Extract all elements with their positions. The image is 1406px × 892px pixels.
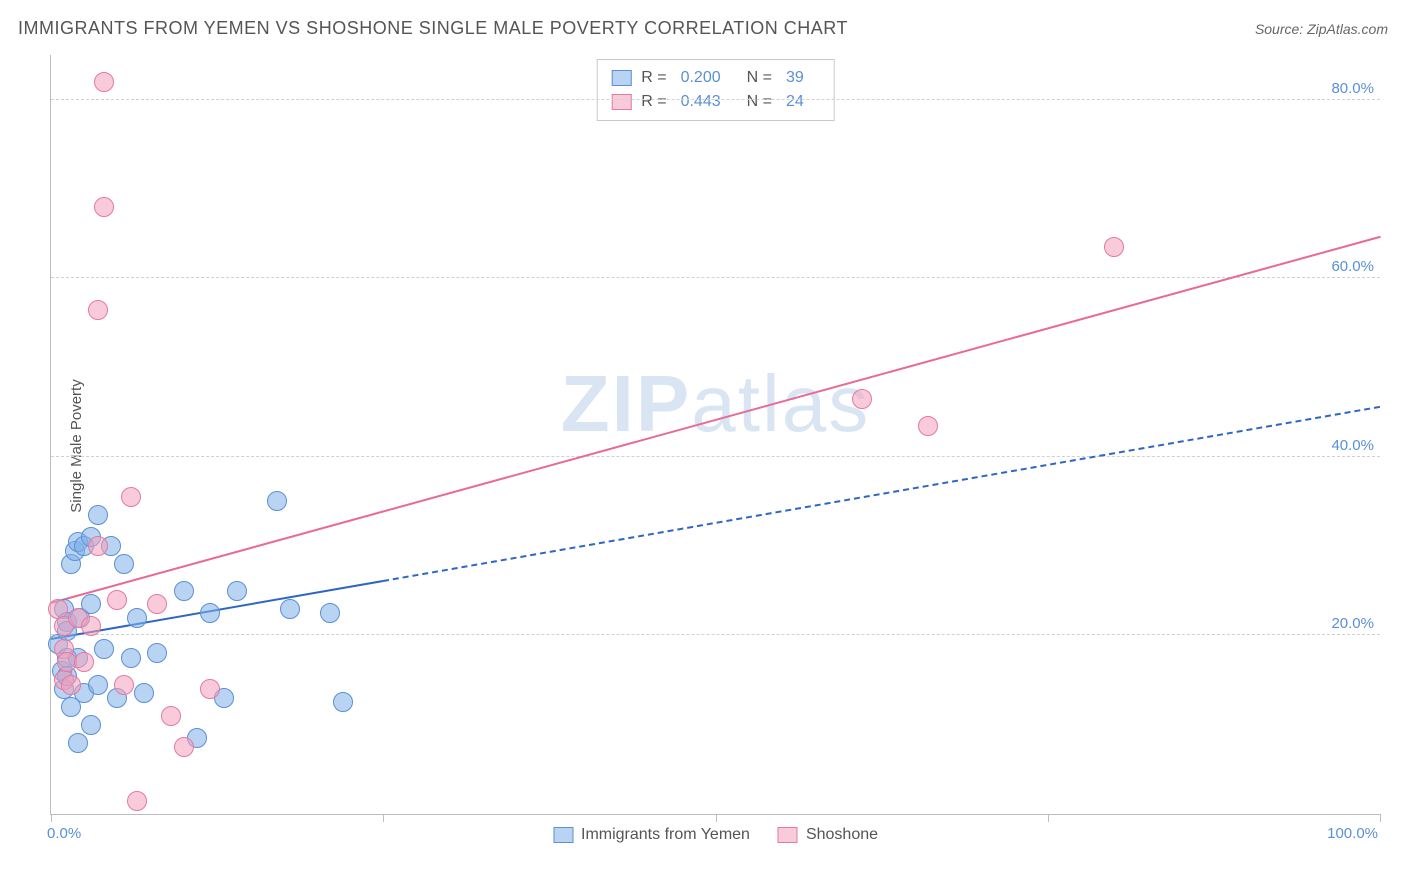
legend-label: Immigrants from Yemen (581, 826, 750, 844)
trend-line (383, 406, 1380, 582)
title-bar: IMMIGRANTS FROM YEMEN VS SHOSHONE SINGLE… (18, 18, 1388, 39)
data-point (94, 72, 114, 92)
gridline: 20.0% (51, 634, 1380, 635)
data-point (852, 389, 872, 409)
data-point (200, 679, 220, 699)
data-point (147, 643, 167, 663)
y-tick-label: 20.0% (1331, 615, 1374, 632)
legend-label: Shoshone (806, 826, 878, 844)
data-point (174, 581, 194, 601)
data-point (280, 599, 300, 619)
legend-stats-row: R =0.200 N =39 (611, 66, 820, 90)
data-point (174, 737, 194, 757)
r-value: 0.443 (681, 90, 721, 114)
data-point (61, 675, 81, 695)
data-point (147, 594, 167, 614)
data-point (107, 590, 127, 610)
data-point (74, 652, 94, 672)
legend-stats: R =0.200 N =39 R =0.443 N =24 (596, 59, 835, 121)
swatch-icon (611, 94, 631, 110)
data-point (88, 505, 108, 525)
data-point (114, 675, 134, 695)
n-value: 24 (786, 90, 804, 114)
n-value: 39 (786, 66, 804, 90)
swatch-icon (778, 827, 798, 843)
y-tick-label: 40.0% (1331, 437, 1374, 454)
data-point (134, 683, 154, 703)
data-point (127, 791, 147, 811)
data-point (81, 715, 101, 735)
legend-item: Shoshone (778, 826, 878, 844)
data-point (918, 416, 938, 436)
legend-series: Immigrants from Yemen Shoshone (553, 826, 878, 844)
y-tick-label: 60.0% (1331, 258, 1374, 275)
watermark: ZIPatlas (561, 358, 870, 450)
x-axis-start-label: 0.0% (47, 825, 81, 842)
watermark-bold: ZIP (561, 359, 691, 448)
data-point (1104, 237, 1124, 257)
gridline: 80.0% (51, 99, 1380, 100)
x-axis-end-label: 100.0% (1327, 825, 1378, 842)
x-tick (1380, 814, 1381, 822)
data-point (81, 616, 101, 636)
data-point (200, 603, 220, 623)
data-point (161, 706, 181, 726)
y-tick-label: 80.0% (1331, 80, 1374, 97)
data-point (114, 554, 134, 574)
legend-stats-row: R =0.443 N =24 (611, 90, 820, 114)
data-point (227, 581, 247, 601)
watermark-light: atlas (691, 359, 870, 448)
data-point (68, 733, 88, 753)
x-tick (51, 814, 52, 822)
x-tick (716, 814, 717, 822)
data-point (88, 300, 108, 320)
data-point (121, 487, 141, 507)
chart-title: IMMIGRANTS FROM YEMEN VS SHOSHONE SINGLE… (18, 18, 848, 39)
gridline: 60.0% (51, 277, 1380, 278)
data-point (94, 197, 114, 217)
gridline: 40.0% (51, 456, 1380, 457)
legend-item: Immigrants from Yemen (553, 826, 750, 844)
data-point (88, 675, 108, 695)
data-point (94, 639, 114, 659)
x-tick (1048, 814, 1049, 822)
data-point (267, 491, 287, 511)
data-point (333, 692, 353, 712)
trend-line (51, 236, 1381, 604)
x-tick (383, 814, 384, 822)
source-label: Source: ZipAtlas.com (1255, 21, 1388, 37)
data-point (320, 603, 340, 623)
swatch-icon (611, 70, 631, 86)
r-value: 0.200 (681, 66, 721, 90)
swatch-icon (553, 827, 573, 843)
data-point (127, 608, 147, 628)
data-point (88, 536, 108, 556)
data-point (121, 648, 141, 668)
scatter-plot: ZIPatlas R =0.200 N =39 R =0.443 N =24 I… (50, 55, 1380, 815)
